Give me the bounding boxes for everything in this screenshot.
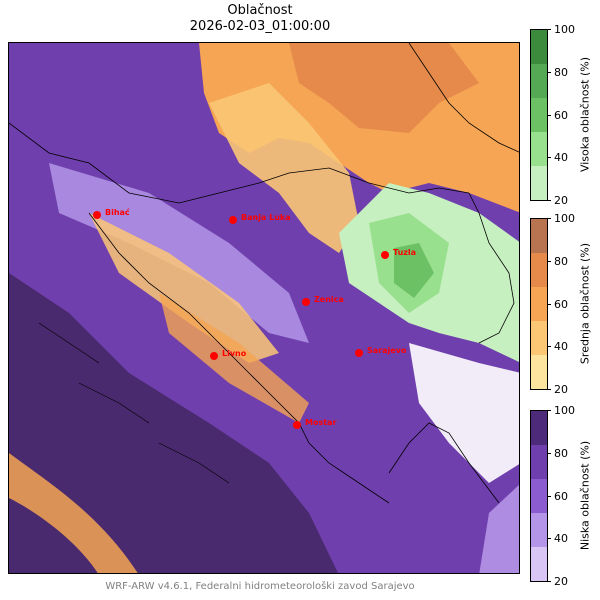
city-label: Tuzla (393, 248, 417, 257)
colorbar-tick-label: 60 (554, 297, 568, 311)
colorbar-tick-label: 40 (554, 340, 568, 354)
south-border-line (388, 422, 500, 504)
colorbar-segment (531, 445, 547, 479)
colorbar-segment (531, 411, 547, 445)
colorbar-segment (531, 219, 547, 253)
city-marker (302, 298, 310, 306)
colorbar-label: Srednja oblačnost (%) (578, 242, 592, 365)
colorbar-segment (531, 287, 547, 321)
city-label: Livno (222, 349, 247, 358)
colorbar-tick-label: 40 (554, 151, 568, 165)
colorbar-tick-label: 60 (554, 489, 568, 503)
low-cloud-light-band (49, 163, 309, 343)
city-label: Mostar (305, 418, 337, 427)
northeast-border-line (408, 43, 519, 153)
colorbar-tick-label: 100 (554, 23, 575, 36)
map-subtitle: 2026-02-03_01:00:00 (189, 19, 331, 34)
low-cloud-dense-area (9, 273, 339, 573)
colorbar-label: Niska oblačnost (%) (578, 440, 592, 551)
colorbar-segment (531, 321, 547, 355)
colorbar-segment (531, 166, 547, 200)
colorbar (530, 218, 548, 390)
colorbar-tick-label: 20 (554, 194, 568, 207)
colorbar-tick-label: 60 (554, 108, 568, 122)
mid-cloud-north-dense-area (289, 43, 479, 133)
mid-cloud-central-area (209, 83, 359, 253)
colorbar-segment (531, 547, 547, 581)
low-cloud-southeast-area (479, 484, 519, 573)
footer-credit: WRF-ARW v4.6.1, Federalni hidrometeorolo… (105, 581, 415, 592)
city-label: Banja Luka (241, 213, 291, 222)
city-label: Bihać (105, 208, 130, 217)
colorbar-tick-label: 100 (554, 404, 575, 417)
city-marker (355, 349, 363, 357)
colorbar (530, 410, 548, 582)
mid-cloud-coastal-band (9, 453, 138, 573)
colorbar-tick-label: 20 (554, 575, 568, 588)
map-canvas (9, 43, 519, 573)
colorbar-segment (531, 132, 547, 166)
north-border-line (9, 122, 470, 204)
colorbar-segment (531, 479, 547, 513)
colorbar-segment (531, 98, 547, 132)
mid-cloud-band-2 (89, 213, 279, 363)
city-label: Sarajevo (367, 346, 407, 355)
colorbar-segment (531, 30, 547, 64)
island-outlines (38, 322, 230, 484)
map-title: Oblačnost (227, 3, 293, 18)
city-marker (293, 421, 301, 429)
city-label: Zenica (314, 295, 344, 304)
colorbar-tick-label: 80 (554, 65, 568, 79)
city-marker (210, 352, 218, 360)
colorbar-segment (531, 253, 547, 287)
east-border-line (468, 192, 515, 344)
colorbar-tick-label: 100 (554, 212, 575, 225)
colorbar-label: Visoka oblačnost (%) (578, 56, 592, 173)
cloud-cover-map: Bihać Banja Luka Tuzla Zenica Sarajevo Livno M… (8, 42, 520, 574)
colorbar (530, 29, 548, 201)
colorbar-tick-label: 80 (554, 254, 568, 268)
colorbar-segment (531, 513, 547, 547)
colorbar-segment (531, 355, 547, 389)
clear-sky-area (409, 343, 519, 483)
city-marker (381, 251, 389, 259)
colorbar-tick-label: 80 (554, 446, 568, 460)
high-cloud-core-area (394, 243, 434, 298)
colorbar-segment (531, 64, 547, 98)
city-marker (93, 211, 101, 219)
colorbar-tick-label: 40 (554, 532, 568, 546)
colorbar-tick-label: 20 (554, 383, 568, 396)
city-marker (229, 216, 237, 224)
coastline-line (88, 212, 390, 504)
